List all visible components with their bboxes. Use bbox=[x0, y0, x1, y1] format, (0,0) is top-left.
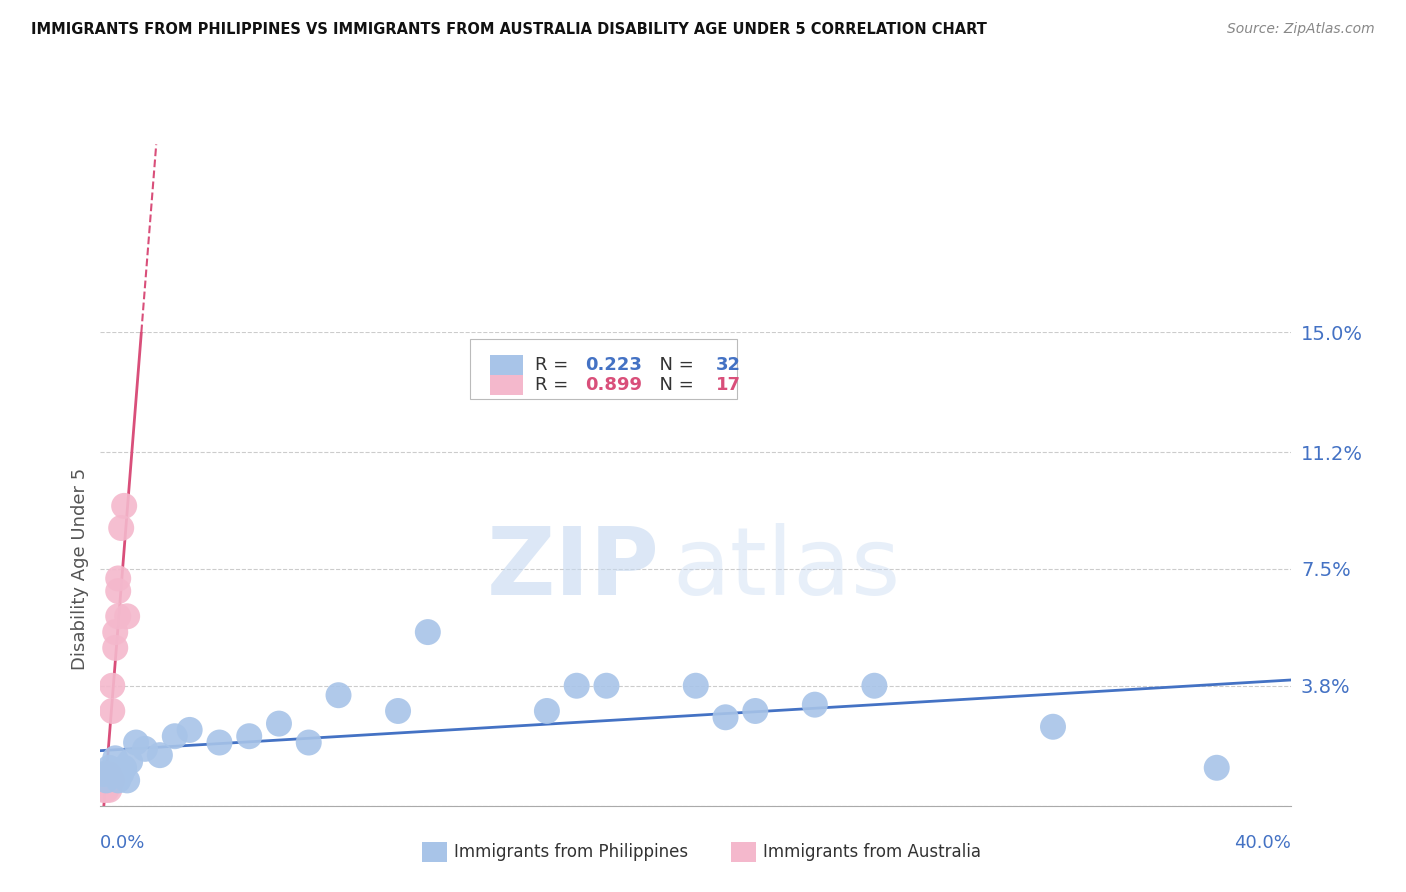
Point bbox=[91, 767, 114, 781]
Point bbox=[125, 735, 148, 749]
Point bbox=[328, 688, 350, 702]
Point bbox=[104, 625, 127, 640]
Point bbox=[112, 761, 135, 775]
Y-axis label: Disability Age Under 5: Disability Age Under 5 bbox=[72, 468, 89, 670]
Point bbox=[267, 716, 290, 731]
Point bbox=[107, 571, 129, 585]
Point bbox=[238, 729, 260, 743]
Point bbox=[685, 679, 707, 693]
Point bbox=[416, 625, 439, 640]
Point bbox=[112, 499, 135, 513]
Text: 0.899: 0.899 bbox=[585, 376, 643, 394]
Point bbox=[110, 521, 132, 535]
Point bbox=[96, 782, 118, 797]
Point bbox=[91, 773, 114, 788]
Point bbox=[101, 773, 124, 788]
Point bbox=[96, 767, 118, 781]
Point bbox=[134, 742, 156, 756]
Point bbox=[98, 782, 121, 797]
Text: 0.223: 0.223 bbox=[585, 356, 643, 375]
Text: Source: ZipAtlas.com: Source: ZipAtlas.com bbox=[1227, 22, 1375, 37]
Point bbox=[107, 773, 129, 788]
Point bbox=[104, 751, 127, 765]
Point bbox=[110, 767, 132, 781]
Point bbox=[104, 640, 127, 655]
Text: 0.0%: 0.0% bbox=[100, 834, 146, 852]
Point bbox=[107, 609, 129, 624]
Text: 40.0%: 40.0% bbox=[1234, 834, 1291, 852]
Text: N =: N = bbox=[648, 356, 700, 375]
Point bbox=[115, 773, 138, 788]
Point bbox=[387, 704, 409, 718]
Point bbox=[298, 735, 321, 749]
Text: ZIP: ZIP bbox=[486, 523, 659, 615]
Point bbox=[804, 698, 827, 712]
Point bbox=[863, 679, 886, 693]
Text: IMMIGRANTS FROM PHILIPPINES VS IMMIGRANTS FROM AUSTRALIA DISABILITY AGE UNDER 5 : IMMIGRANTS FROM PHILIPPINES VS IMMIGRANT… bbox=[31, 22, 987, 37]
Text: R =: R = bbox=[536, 356, 574, 375]
Point bbox=[744, 704, 766, 718]
Point bbox=[101, 767, 124, 781]
Point bbox=[120, 755, 142, 769]
Point bbox=[98, 761, 121, 775]
Point bbox=[149, 748, 172, 763]
Point bbox=[714, 710, 737, 724]
Text: 17: 17 bbox=[716, 376, 741, 394]
Text: Immigrants from Australia: Immigrants from Australia bbox=[763, 843, 981, 861]
Point bbox=[1042, 720, 1064, 734]
FancyBboxPatch shape bbox=[470, 340, 737, 399]
Point bbox=[98, 767, 121, 781]
Text: R =: R = bbox=[536, 376, 574, 394]
FancyBboxPatch shape bbox=[489, 376, 523, 395]
Point bbox=[536, 704, 558, 718]
Point bbox=[179, 723, 201, 737]
Point bbox=[115, 609, 138, 624]
Point bbox=[565, 679, 588, 693]
Point bbox=[208, 735, 231, 749]
Point bbox=[1205, 761, 1227, 775]
Point bbox=[96, 773, 118, 788]
Point bbox=[107, 584, 129, 599]
Point bbox=[595, 679, 617, 693]
Point bbox=[101, 704, 124, 718]
FancyBboxPatch shape bbox=[489, 355, 523, 376]
Point bbox=[163, 729, 186, 743]
Text: 32: 32 bbox=[716, 356, 741, 375]
Text: atlas: atlas bbox=[672, 523, 900, 615]
Text: Immigrants from Philippines: Immigrants from Philippines bbox=[454, 843, 688, 861]
Point bbox=[91, 782, 114, 797]
Text: N =: N = bbox=[648, 376, 700, 394]
Point bbox=[101, 679, 124, 693]
